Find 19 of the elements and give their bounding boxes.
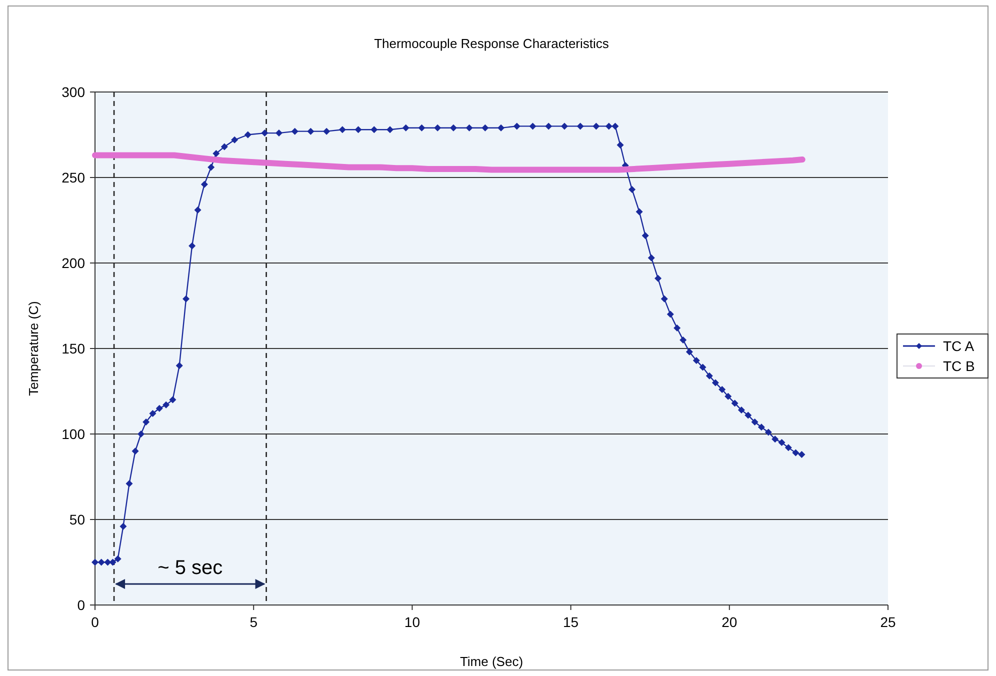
x-tick-label: 5 xyxy=(250,614,258,630)
legend-label: TC B xyxy=(943,358,975,374)
x-tick-label: 0 xyxy=(91,614,100,630)
y-tick-label: 250 xyxy=(62,170,86,186)
x-tick-label: 15 xyxy=(563,614,579,630)
chart-title: Thermocouple Response Characteristics xyxy=(374,36,610,51)
y-tick-label: 50 xyxy=(69,512,86,528)
x-tick-label: 25 xyxy=(880,614,896,630)
y-tick-label: 100 xyxy=(62,426,86,442)
y-tick-label: 200 xyxy=(62,255,86,271)
y-axis-title: Temperature (C) xyxy=(26,301,41,396)
x-axis-title: Time (Sec) xyxy=(460,654,524,669)
annotation: ~ 5 sec xyxy=(158,557,223,579)
x-tick-label: 10 xyxy=(404,614,420,630)
y-tick-label: 0 xyxy=(77,597,86,613)
legend-label: TC A xyxy=(943,338,975,354)
x-tick-label: 20 xyxy=(722,614,738,630)
y-tick-label: 150 xyxy=(62,340,86,356)
y-tick-label: 300 xyxy=(62,84,86,100)
